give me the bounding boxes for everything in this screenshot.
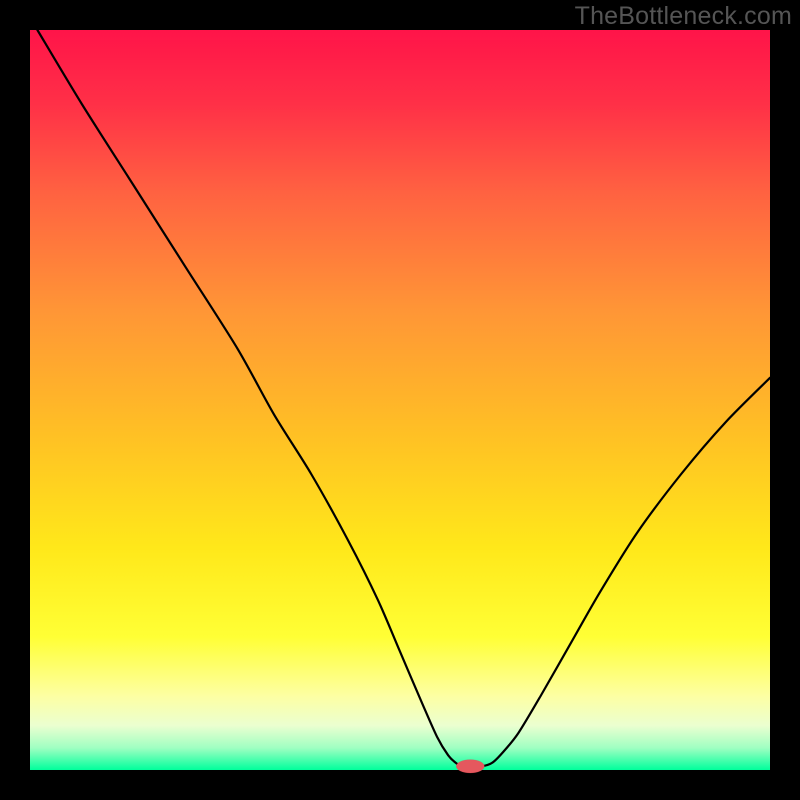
minimum-marker xyxy=(456,760,484,773)
plot-background xyxy=(30,30,770,770)
chart-container: { "watermark": "TheBottleneck.com", "cha… xyxy=(0,0,800,800)
watermark-text: TheBottleneck.com xyxy=(575,2,792,31)
bottleneck-curve-chart xyxy=(0,0,800,800)
